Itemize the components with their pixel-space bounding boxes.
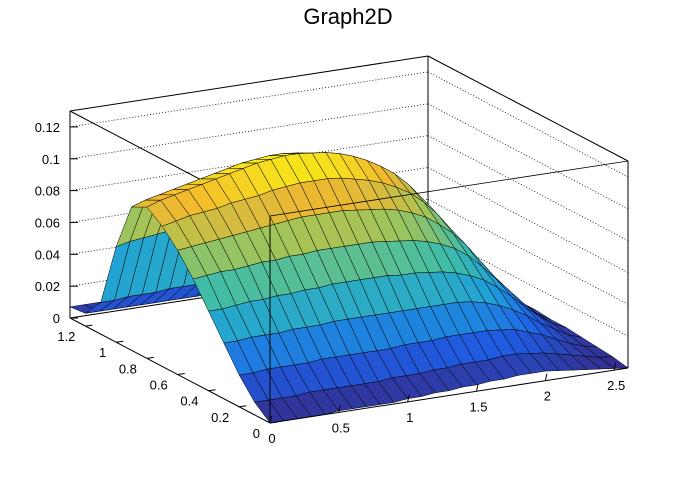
- z-grid-line: [69, 71, 429, 128]
- frame-edge: [427, 55, 629, 162]
- z-tick-label: 0.02: [35, 279, 60, 294]
- y-tick: [146, 356, 154, 359]
- z-grid-line: [427, 103, 629, 210]
- x-tick: [407, 394, 410, 402]
- plot-frame-front: [269, 160, 629, 423]
- frame-edge: [69, 55, 429, 112]
- y-tick: [208, 389, 216, 392]
- x-tick-label: 1: [406, 410, 413, 425]
- x-tick-label: 0.5: [332, 420, 350, 435]
- z-grid-line: [69, 135, 429, 191]
- z-tick-label: 0.06: [35, 216, 60, 231]
- x-tick: [613, 362, 617, 371]
- y-tick-label: 0: [253, 426, 260, 441]
- axes: 0 0.5 1 1.5 2 2.5 0 0.2 0.4 0.6 0.8 1 1.2 0 0.02 0.04 0.…: [35, 111, 629, 446]
- z-grid-line: [69, 262, 429, 319]
- surface-mesh: [69, 152, 629, 424]
- y-axis-line: [69, 317, 271, 424]
- y-tick-label: 1.2: [57, 329, 75, 344]
- y-tick-label: 0.6: [150, 378, 168, 393]
- chart-title: Graph2D: [303, 4, 393, 29]
- y-tick-label: 0.8: [119, 361, 137, 376]
- x-tick-label: 2.5: [607, 378, 625, 393]
- x-tick-label: 1.5: [469, 399, 487, 414]
- z-tick-label: 0: [53, 311, 60, 326]
- y-tick: [177, 373, 185, 375]
- frame-edge: [269, 160, 629, 217]
- y-tick: [85, 324, 93, 327]
- y-tick: [116, 340, 124, 343]
- z-tick-label: 0.08: [35, 184, 60, 199]
- x-tick: [544, 373, 548, 381]
- x-tick: [476, 384, 479, 392]
- x-tick-label: 2: [544, 389, 551, 404]
- y-tick: [269, 421, 278, 424]
- x-axis-line: [269, 367, 629, 424]
- x-tick: [338, 405, 341, 413]
- z-grid-line: [427, 71, 629, 178]
- z-grid-line: [69, 103, 429, 160]
- x-tick: [269, 415, 272, 424]
- z-tick-label: 0.04: [35, 247, 60, 262]
- y-tick: [239, 405, 247, 408]
- x-tick-label: 0: [268, 431, 275, 446]
- z-grid-line: [427, 135, 629, 241]
- z-tick-label: 0.1: [42, 152, 60, 167]
- y-tick-label: 0.4: [180, 394, 198, 409]
- y-tick-label: 0.2: [211, 410, 229, 425]
- z-tick-label: 0.12: [35, 120, 60, 135]
- y-tick-label: 1: [99, 345, 106, 360]
